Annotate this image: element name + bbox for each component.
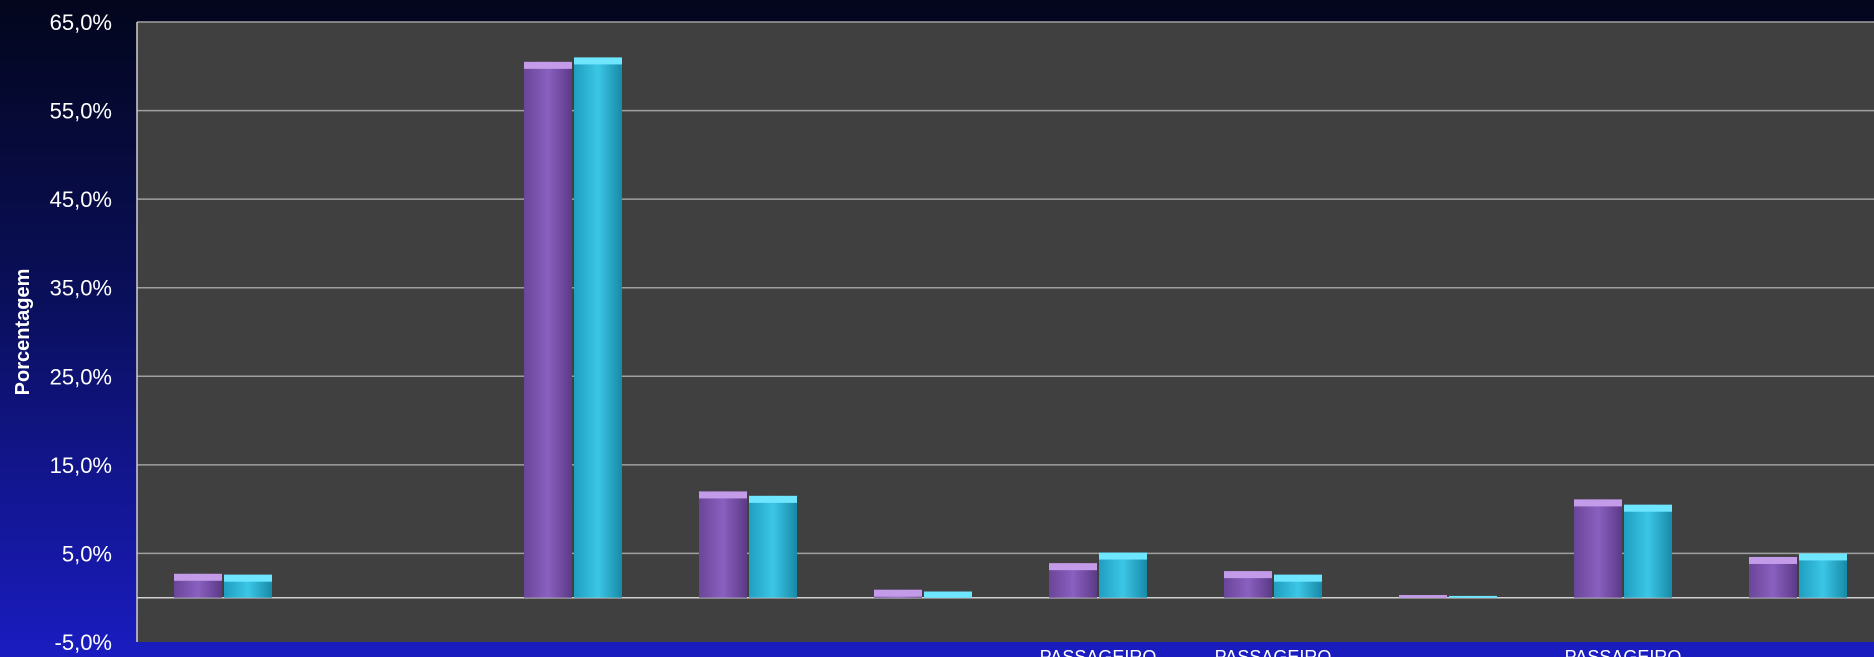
bar-top-highlight — [699, 491, 747, 499]
bar-top-highlight — [1449, 595, 1497, 598]
y-tick-label: 5,0% — [62, 541, 112, 566]
bar-top-highlight — [224, 574, 272, 582]
bar-top-highlight — [174, 573, 222, 581]
bar-series-2 — [1799, 553, 1847, 598]
bar-top-highlight — [749, 495, 797, 503]
x-category-label: PASSAGEIRO — [1215, 647, 1332, 657]
x-category-label: PASSAGEIRO — [1565, 647, 1682, 657]
y-axis-ticks: 65,0% 55,0% 45,0% 35,0% 25,0% 15,0% 5,0% -5,0% — [50, 10, 112, 655]
x-category-label: PASSAGEIRO — [1040, 647, 1157, 657]
bar-top-highlight — [924, 591, 972, 598]
bar-top-highlight — [1749, 556, 1797, 564]
bar-top-highlight — [1399, 595, 1447, 598]
bar-series-1 — [699, 491, 747, 598]
bar-top-highlight — [574, 57, 622, 65]
bar-top-highlight — [1274, 574, 1322, 582]
bar-series-2 — [749, 495, 797, 598]
bar-top-highlight — [1049, 563, 1097, 571]
y-tick-label: 35,0% — [50, 276, 112, 301]
y-tick-label: 25,0% — [50, 364, 112, 389]
bar-top-highlight — [1574, 499, 1622, 507]
y-tick-label: 65,0% — [50, 10, 112, 35]
bars — [174, 57, 1847, 598]
bar-top-highlight — [1224, 571, 1272, 579]
bar-series-1 — [524, 61, 572, 598]
bar-series-2 — [1624, 504, 1672, 598]
bar-top-highlight — [874, 589, 922, 597]
bar-top-highlight — [1099, 552, 1147, 560]
y-tick-label: 45,0% — [50, 187, 112, 212]
bar-top-highlight — [1624, 504, 1672, 512]
y-tick-label: 55,0% — [50, 99, 112, 124]
category-labels: PASSAGEIRO PASSAGEIRO PASSAGEIRO — [1040, 647, 1682, 657]
bar-series-1 — [1574, 499, 1622, 598]
bar-series-2 — [574, 57, 622, 598]
y-tick-label: -5,0% — [55, 630, 112, 655]
y-tick-label: 15,0% — [50, 453, 112, 478]
y-axis-label: Porcentagem — [12, 269, 34, 396]
bar-series-2 — [1099, 552, 1147, 598]
bar-top-highlight — [524, 61, 572, 69]
bar-top-highlight — [1799, 553, 1847, 561]
